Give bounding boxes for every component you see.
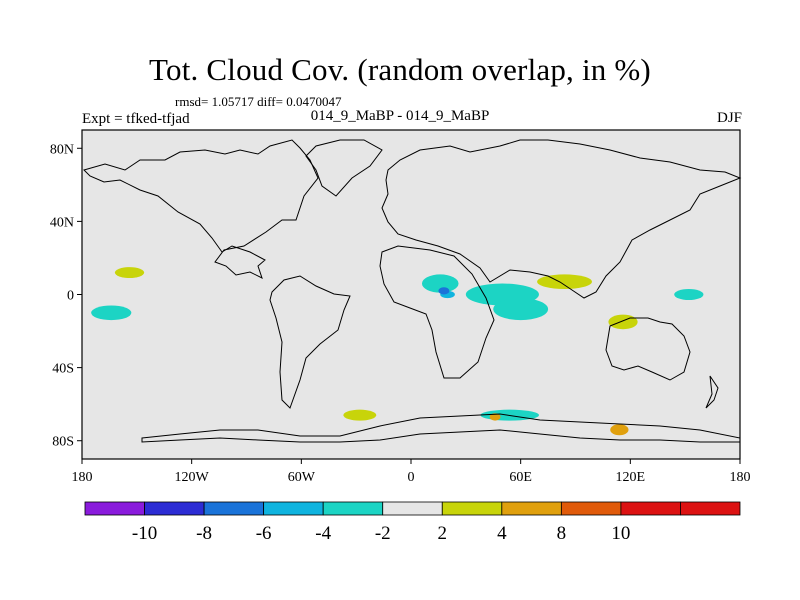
colorbar-swatch [322, 501, 384, 516]
colorbar: -10 -8 -6 -4 -2 2 4 8 10 [84, 501, 741, 544]
coastline-eurasia [381, 139, 742, 299]
y-tick-label: 40N [50, 215, 74, 230]
coastline-greenland [305, 139, 383, 197]
y-tick-label: 80S [52, 435, 74, 450]
colorbar-swatch [84, 501, 145, 516]
anomaly-region [343, 409, 377, 421]
colorbar-label: -8 [196, 523, 212, 544]
x-tick-label: 60W [288, 470, 316, 485]
anomaly-region [610, 424, 629, 436]
anomaly-region [91, 305, 132, 321]
colorbar-swatch [560, 501, 622, 516]
y-tick-label: 80N [50, 142, 74, 157]
anomaly-region [608, 314, 638, 330]
season-label: DJF [716, 110, 742, 126]
colorbar-label: 2 [438, 523, 448, 544]
colorbar-label: -4 [315, 523, 331, 544]
anomaly-region [421, 274, 459, 293]
colorbar-swatch [144, 501, 205, 516]
colorbar-label: -6 [256, 523, 272, 544]
y-axis: 80N 40N 0 40S 80S [50, 142, 82, 450]
x-tick-label: 120W [175, 470, 210, 485]
colorbar-swatch [620, 501, 681, 516]
y-tick-label: 40S [52, 362, 74, 377]
stats-line: rmsd= 1.05717 diff= 0.0470047 [175, 94, 342, 109]
coastline-north-america [83, 139, 319, 279]
colorbar-swatch [263, 501, 324, 516]
x-tick-label: 180 [730, 470, 751, 485]
case-label: 014_9_MaBP - 014_9_MaBP [310, 108, 490, 124]
colorbar-swatch [382, 501, 443, 516]
anomaly-region [438, 287, 450, 295]
coastline-new-zealand [705, 375, 719, 409]
colorbar-label: -2 [375, 523, 391, 544]
colorbar-swatch [203, 501, 265, 516]
colorbar-swatch [441, 501, 503, 516]
coastlines [83, 139, 742, 443]
x-axis: 180 120W 60W 0 60E 120E 180 [72, 459, 751, 485]
plot-area [81, 129, 742, 460]
x-tick-label: 0 [408, 470, 415, 485]
colorbar-swatch [501, 501, 562, 516]
colorbar-label: 10 [611, 523, 630, 544]
x-tick-label: 60E [509, 470, 532, 485]
y-tick-label: 0 [67, 289, 74, 304]
experiment-label: Expt = tfked-tfjad [82, 111, 190, 127]
x-tick-label: 180 [72, 470, 93, 485]
anomaly-region [114, 267, 145, 279]
map-background [82, 130, 740, 459]
coastline-australia [605, 317, 691, 381]
anomaly-region [674, 289, 704, 300]
colorbar-label: -10 [132, 523, 157, 544]
colorbar-swatch [680, 501, 741, 516]
coastline-africa [379, 245, 495, 379]
anomaly-region [537, 274, 592, 290]
anomaly-region [493, 298, 549, 321]
colorbar-label: 4 [497, 523, 507, 544]
x-tick-label: 120E [616, 470, 646, 485]
coastline-south-america [269, 275, 351, 409]
anomaly-region [489, 413, 501, 421]
colorbar-label: 8 [557, 523, 567, 544]
chart-title: Tot. Cloud Cov. (random overlap, in %) [149, 52, 651, 87]
